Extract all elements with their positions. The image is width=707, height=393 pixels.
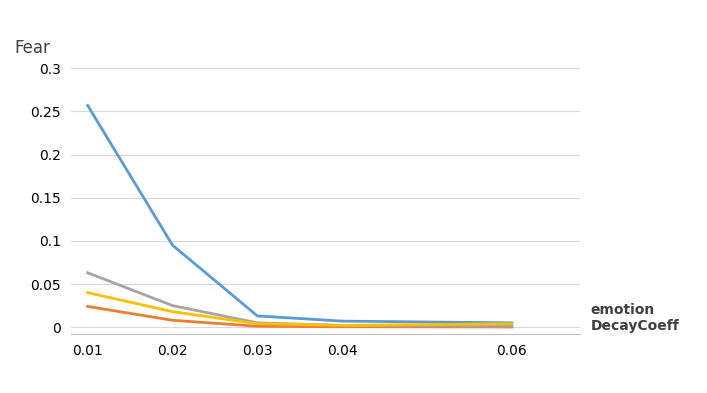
min (338, 324, 346, 329)
max (508, 320, 516, 325)
min (83, 304, 92, 309)
Text: emotion
DecayCoeff: emotion DecayCoeff (590, 303, 679, 333)
standard deviation (338, 323, 346, 328)
max (83, 103, 92, 108)
standard deviation (508, 321, 516, 326)
min (508, 325, 516, 329)
min (168, 318, 177, 323)
standard deviation (168, 309, 177, 314)
standard deviation (83, 290, 92, 295)
Line: mean: mean (88, 273, 512, 326)
mean (508, 324, 516, 329)
Line: max: max (88, 105, 512, 323)
Legend: max, min, mean, standard deviation: max, min, mean, standard deviation (99, 391, 501, 393)
max (253, 314, 262, 318)
max (338, 319, 346, 323)
mean (253, 320, 262, 325)
standard deviation (253, 321, 262, 326)
mean (338, 323, 346, 328)
Text: Fear: Fear (14, 39, 50, 57)
max (168, 243, 177, 248)
mean (168, 303, 177, 308)
Line: standard deviation: standard deviation (88, 293, 512, 325)
mean (83, 270, 92, 275)
min (253, 324, 262, 329)
Line: min: min (88, 307, 512, 327)
